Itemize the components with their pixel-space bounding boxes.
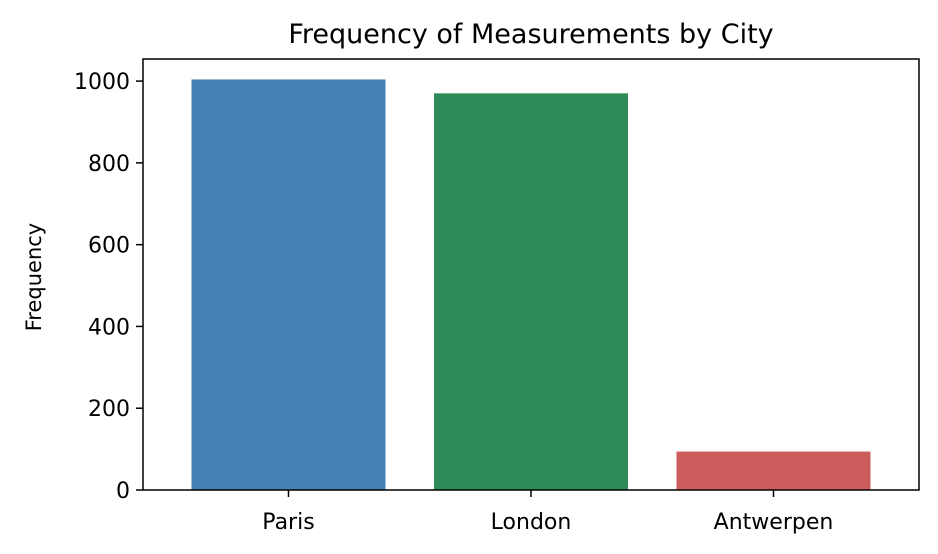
x-tick-label: London — [491, 510, 572, 535]
y-tick-label: 400 — [88, 315, 130, 340]
y-tick-label: 800 — [88, 152, 130, 177]
y-axis-ticks: 0 200 400 600 800 1000 — [74, 70, 143, 504]
x-axis-ticks: Paris London Antwerpen — [262, 490, 833, 535]
y-tick-label: 1000 — [74, 70, 130, 95]
y-tick-label: 200 — [88, 397, 130, 422]
bar-london — [434, 93, 628, 490]
bar-paris — [191, 79, 386, 490]
y-tick-label: 600 — [88, 234, 130, 259]
bar-antwerpen — [676, 451, 871, 490]
x-tick-label: Paris — [262, 510, 314, 535]
plot-frame — [142, 58, 920, 491]
x-tick-label: Antwerpen — [714, 510, 834, 535]
y-axis-label: Frequency — [22, 223, 46, 332]
chart-title: Frequency of Measurements by City — [288, 19, 773, 50]
y-tick-label: 0 — [116, 479, 130, 504]
bars-group — [191, 79, 871, 490]
